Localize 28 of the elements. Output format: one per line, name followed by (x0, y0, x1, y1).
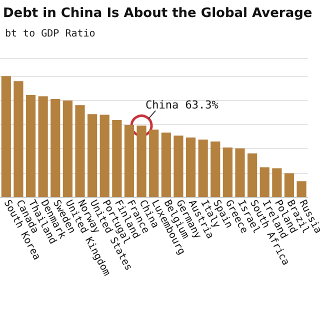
bar (1, 76, 11, 197)
bar (26, 94, 36, 197)
bar (112, 120, 122, 197)
bar (174, 136, 184, 197)
bar (186, 138, 196, 197)
bar (222, 147, 232, 197)
bar (124, 124, 134, 197)
bar (198, 140, 208, 197)
bar (235, 148, 245, 197)
chart-subtitle: bt to GDP Ratio (5, 28, 96, 40)
bar (62, 100, 72, 197)
bar (161, 132, 171, 197)
bar (284, 173, 294, 197)
bar (14, 81, 24, 197)
bar (136, 126, 146, 197)
bar (38, 96, 48, 197)
bar (100, 114, 110, 197)
bar (50, 98, 60, 197)
bar (88, 114, 98, 197)
bar (149, 130, 159, 197)
bar (210, 142, 220, 197)
bar (296, 181, 306, 197)
bar (260, 167, 270, 197)
bar (272, 168, 282, 197)
annotation: China 63.3% (146, 98, 219, 112)
chart-title: Debt in China Is About the Global Average (3, 6, 312, 21)
bar (75, 105, 85, 197)
bar (248, 153, 258, 197)
